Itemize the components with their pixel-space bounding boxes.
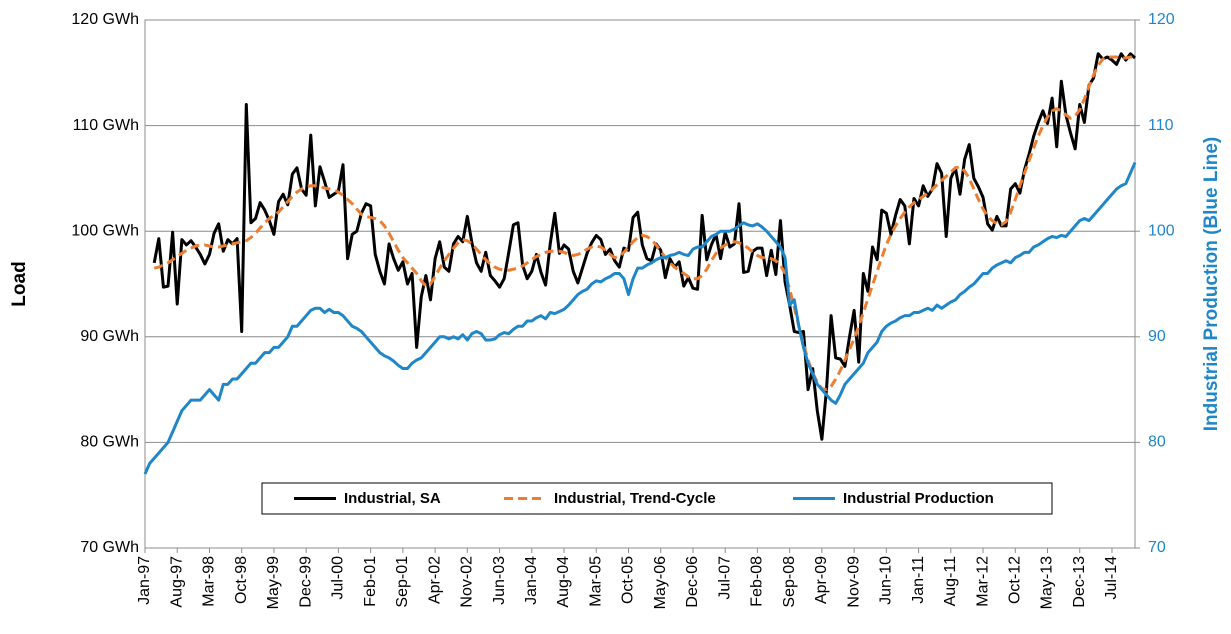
x-tick-label: Nov-02 [459,556,476,608]
x-tick-label: Dec-99 [297,556,314,608]
x-tick-label: Apr-09 [813,556,830,604]
y-axis-title: Load [9,261,30,306]
y-tick-label: 120 GWh [71,11,139,28]
x-tick-label: Mar-05 [587,556,604,607]
y-tick-label: 80 GWh [80,434,139,451]
y2-tick-label: 110 [1148,117,1174,134]
x-tick-label: Jul-00 [330,556,347,600]
x-tick-label: Oct-05 [620,556,637,604]
x-tick-label: Sep-01 [394,556,411,608]
y2-tick-label: 70 [1148,539,1166,556]
y-tick-label: 70 GWh [80,539,139,556]
x-tick-label: Dec-06 [684,556,701,608]
y2-tick-label: 120 [1148,11,1175,28]
legend-label: Industrial, Trend-Cycle [554,490,716,507]
x-tick-label: Jan-97 [136,556,153,605]
y2-axis-title: Industrial Production (Blue Line) [1201,137,1222,432]
x-tick-label: Aug-11 [942,556,959,607]
x-tick-label: May-13 [1039,556,1056,609]
line-series [153,55,1136,392]
x-tick-label: Jun-03 [491,556,508,605]
x-tick-label: Oct-98 [233,556,250,604]
y-tick-label: 110 GWh [73,117,139,134]
plot-frame [144,19,1136,549]
y-tick-label: 100 GWh [71,222,139,239]
x-tick-label: Jul-07 [716,556,733,600]
x-tick-label: Jun-10 [878,556,895,605]
y-tick-label: 90 GWh [80,328,139,345]
y2-tick-label: 80 [1148,434,1166,451]
x-tick-label: Sep-08 [781,556,798,608]
x-tick-label: Nov-09 [845,556,862,608]
x-tick-label: Jan-04 [523,556,540,605]
x-tick-label: May-99 [265,556,282,609]
x-tick-label: Aug-04 [555,556,572,608]
y2-tick-label: 90 [1148,328,1166,345]
x-tick-label: Jul-14 [1103,556,1120,600]
x-tick-label: Mar-98 [201,556,218,607]
x-tick-label: Feb-01 [362,556,379,607]
x-tick-label: May-06 [652,556,669,609]
y2-tick-label: 100 [1148,222,1175,239]
x-tick-label: Dec-13 [1071,556,1088,608]
legend-box [261,482,1053,515]
x-tick-label: Mar-12 [974,556,991,607]
x-tick-label: Jan-11 [910,556,927,604]
legend-label: Industrial, SA [344,490,441,507]
line-series [143,161,1137,475]
line-series [152,52,1137,441]
legend-label: Industrial Production [843,490,994,507]
x-tick-label: Aug-97 [168,556,185,608]
x-tick-label: Oct-12 [1006,556,1023,604]
x-tick-label: Apr-02 [426,556,443,604]
x-tick-label: Feb-08 [749,556,766,607]
